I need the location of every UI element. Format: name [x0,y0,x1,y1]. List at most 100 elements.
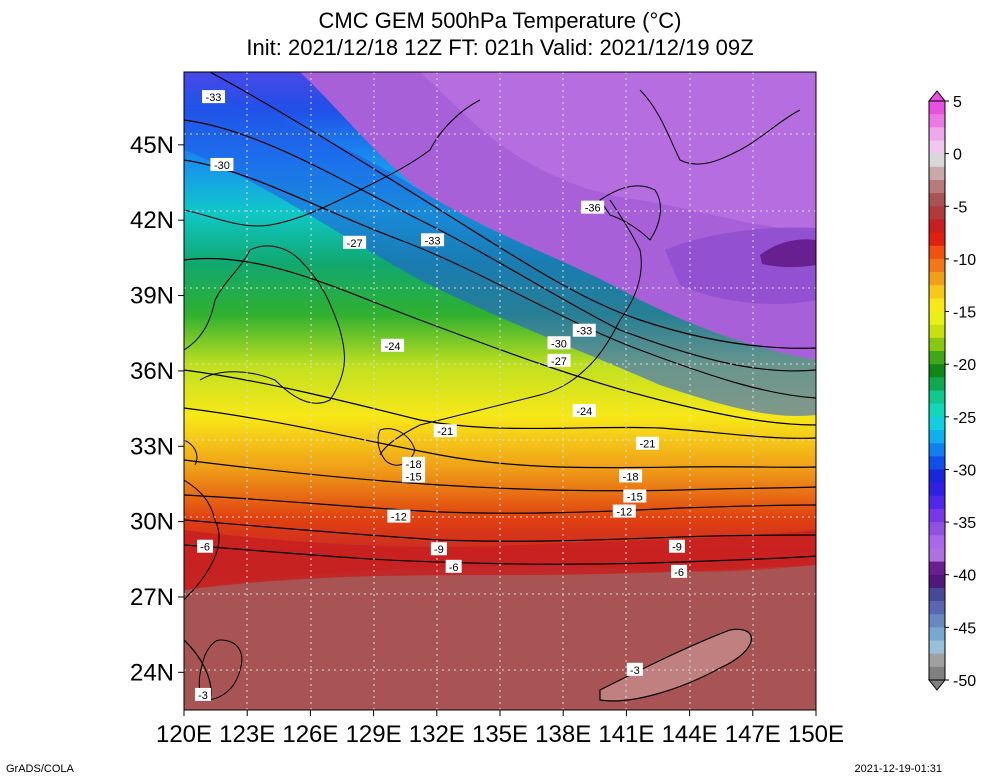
colorbar-swatch [929,193,945,207]
x-tick-label: 141E [598,721,654,748]
contour-label-bg [381,338,405,352]
colorbar-swatch [929,574,945,589]
contour-label-bg [194,687,211,701]
colorbar-swatch [929,627,945,642]
contour-label-bg [626,662,643,676]
contour-label-bg [581,200,605,214]
colorbar-swatch [929,377,945,391]
contour-label-bg [343,235,367,249]
colorbar-swatch [929,508,945,523]
contour-label: -15 [406,471,422,483]
contour-label-bg [572,404,596,418]
contour-label: -18 [623,471,639,483]
contour-label: -21 [640,439,656,451]
map-title-line1: CMC GEM 500hPa Temperature (°C) [318,8,682,33]
colorbar-swatch [929,666,945,681]
contour-label: -15 [627,491,643,503]
footer-credit: GrADS/COLA [6,763,74,775]
contour-label: -24 [385,341,401,353]
isotherm [184,159,816,399]
colorbar-label: -35 [953,515,976,532]
colorbar-max-arrow [927,90,947,102]
contour-label: -6 [449,562,459,574]
colorbar-label: 5 [953,94,962,111]
warm-pocket [600,629,752,701]
colorbar-swatch [929,101,945,115]
colorbar-swatch [929,337,945,352]
colorbar-swatch [929,587,945,602]
isotherm [599,628,752,702]
japan-honshu [379,199,642,456]
contour-label-bg [572,323,596,337]
colorbar-swatch [929,469,945,484]
colorbar-swatch [929,653,945,668]
contour-label-bg [671,564,688,578]
colorbar-swatch [929,140,945,155]
latitude-axis: 45N 42N 39N 36N 33N 30N 27N 24N [130,132,184,686]
colorbar-swatch [929,351,945,365]
contour-label: -18 [406,459,422,471]
contour-label-bg [612,504,636,518]
colorbar: 5 0 -5 -10 -15 -20 -25 -30 -35 -40 -45 -50 [927,90,976,691]
colorbar-swatch [929,258,945,273]
y-tick-label: 27N [130,584,174,611]
colorbar-label: -30 [953,462,976,479]
footer-timestamp: 2021-12-19-01:31 [854,763,942,775]
x-tick-label: 129E [346,721,402,748]
contour-label-bg [635,436,659,450]
colorbar-swatch [929,561,945,576]
colorbar-swatch [929,390,945,405]
x-tick-label: 135E [472,721,528,748]
contour-label: -9 [434,544,444,556]
x-tick-label: 120E [156,721,212,748]
colorbar-swatch [929,456,945,470]
colorbar-label: -50 [953,673,976,690]
contour-label-bg [402,456,426,470]
colorbar-swatch [929,311,945,326]
x-tick-label: 126E [282,721,338,748]
y-tick-label: 42N [130,207,174,234]
colorbar-swatch [929,640,945,655]
colorbar-swatch [929,522,945,536]
colorbar-swatch [929,285,945,299]
isotherm [184,519,816,542]
contour-label: -12 [616,507,632,519]
contour-label: -6 [674,567,684,579]
contour-label: -24 [576,406,592,418]
contour-label-bg [668,539,685,553]
contour-label-bg [619,469,643,483]
colorbar-swatch [929,416,945,431]
y-tick-label: 45N [130,132,174,159]
map-title-line2: Init: 2021/12/18 12Z FT: 021h Valid: 202… [246,35,754,60]
x-tick-label: 123E [219,721,275,748]
colorbar-swatch [929,364,945,378]
contour-label: -30 [214,160,230,172]
contour-label: -27 [551,356,567,368]
contour-label: -36 [585,203,601,215]
y-tick-label: 24N [130,659,174,686]
colorbar-swatch [929,535,945,549]
colorbar-label: -10 [953,252,976,269]
contour-label-bg [433,424,457,438]
northeast-asia-coast [184,99,481,227]
contour-label-bg [547,336,571,350]
contour-label-bg [430,542,447,556]
coldest-air-region [420,72,816,230]
contour-label-bg [387,509,411,523]
contour-label: -6 [200,542,210,554]
contour-label-bg [623,489,647,503]
japan-kyushu [377,428,416,466]
colorbar-min-arrow [927,679,947,691]
map-plot-area: -33-30-36-27 -33-24 -30-33-27-24-21-21-18-… [184,72,816,710]
colorbar-swatch [929,166,945,181]
contour-labels: -33-30-36-27 -33-24 -30-33-27-24-21-21-18-… [194,90,688,702]
colorbar-swatch [929,114,945,128]
isotherm [184,407,816,469]
isotherm [184,257,816,426]
longitude-axis: 120E 123E 126E 129E 132E 135E 138E 141E 144E 147E… [156,710,844,748]
x-tick-label: 147E [725,721,781,748]
colorbar-swatch [929,601,945,615]
y-tick-label: 39N [130,283,174,310]
x-tick-label: 150E [788,721,844,748]
